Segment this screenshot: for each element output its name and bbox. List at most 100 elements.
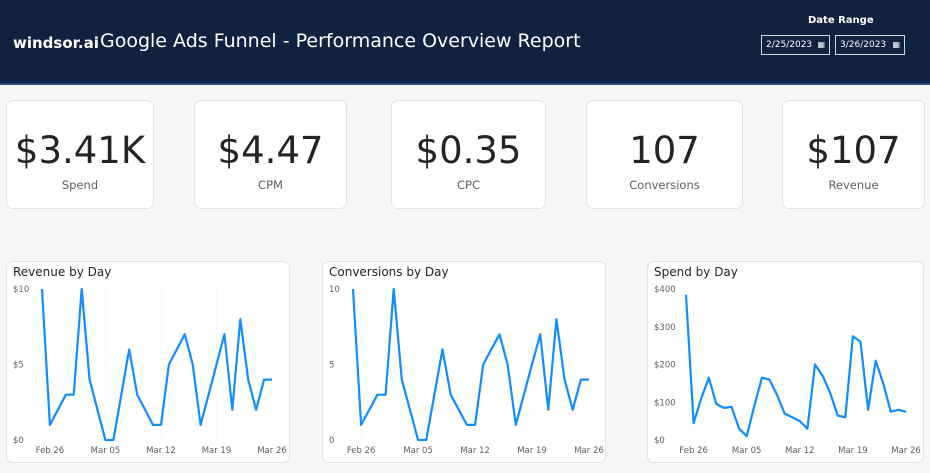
data-point[interactable] (391, 287, 396, 292)
data-point[interactable] (262, 377, 267, 382)
data-point[interactable] (570, 407, 575, 412)
data-point[interactable] (578, 377, 583, 382)
data-point[interactable] (587, 377, 592, 382)
calendar-icon[interactable]: ▦ (817, 40, 825, 49)
data-point[interactable] (489, 347, 494, 352)
data-point[interactable] (896, 407, 901, 412)
data-point[interactable] (367, 407, 372, 412)
data-point[interactable] (47, 422, 52, 427)
data-point[interactable] (79, 287, 84, 292)
data-point[interactable] (87, 377, 92, 382)
data-point[interactable] (214, 362, 219, 367)
data-point[interactable] (775, 392, 780, 397)
data-point[interactable] (383, 392, 388, 397)
data-point[interactable] (721, 405, 726, 410)
series-line[interactable] (351, 287, 589, 442)
data-point[interactable] (143, 407, 148, 412)
data-point[interactable] (554, 317, 559, 322)
data-point[interactable] (456, 407, 461, 412)
data-point[interactable] (182, 332, 187, 337)
data-point[interactable] (538, 332, 543, 337)
data-point[interactable] (71, 392, 76, 397)
data-point[interactable] (744, 434, 749, 439)
data-point[interactable] (270, 377, 275, 382)
data-point[interactable] (166, 362, 171, 367)
data-point[interactable] (40, 287, 45, 292)
data-point[interactable] (174, 347, 179, 352)
data-point[interactable] (513, 422, 518, 427)
data-point[interactable] (158, 422, 163, 427)
data-point[interactable] (562, 377, 567, 382)
data-point[interactable] (684, 292, 689, 297)
revenue-line-chart[interactable]: $0 $5 $10 Feb 26 Mar 05 Mar 12 Mar 19 Mar 26 (7, 262, 291, 464)
data-point[interactable] (432, 392, 437, 397)
data-point[interactable] (858, 339, 863, 344)
data-point[interactable] (530, 362, 535, 367)
data-point[interactable] (797, 419, 802, 424)
data-point[interactable] (706, 375, 711, 380)
data-point[interactable] (497, 332, 502, 337)
data-point[interactable] (416, 438, 421, 443)
data-point[interactable] (790, 415, 795, 420)
calendar-icon[interactable]: ▦ (892, 40, 900, 49)
data-point[interactable] (440, 347, 445, 352)
data-point[interactable] (881, 381, 886, 386)
chart-panel-conversions[interactable]: Conversions by Day 0 5 10 Feb 26 Mar 05 Mar 1… (322, 261, 606, 463)
data-point[interactable] (198, 422, 203, 427)
chart-panel-spend[interactable]: Spend by Day $0 $100 $200 $300 $400 Feb 26 Mar… (647, 261, 924, 463)
data-point[interactable] (767, 377, 772, 382)
data-point[interactable] (850, 334, 855, 339)
data-point[interactable] (190, 362, 195, 367)
conversions-line-chart[interactable]: 0 5 10 Feb 26 Mar 05 Mar 12 Mar 19 Mar 26 (323, 262, 607, 464)
series-line[interactable] (40, 287, 272, 442)
data-point[interactable] (873, 358, 878, 363)
data-point[interactable] (812, 362, 817, 367)
data-point[interactable] (375, 392, 380, 397)
data-point[interactable] (546, 407, 551, 412)
data-point[interactable] (866, 407, 871, 412)
data-point[interactable] (835, 413, 840, 418)
data-point[interactable] (481, 362, 486, 367)
data-point[interactable] (151, 422, 156, 427)
data-point[interactable] (238, 317, 243, 322)
data-point[interactable] (127, 347, 132, 352)
data-point[interactable] (407, 407, 412, 412)
data-point[interactable] (359, 422, 364, 427)
data-point[interactable] (63, 392, 68, 397)
data-point[interactable] (904, 409, 909, 414)
data-point[interactable] (473, 422, 478, 427)
data-point[interactable] (805, 426, 810, 431)
data-point[interactable] (505, 362, 510, 367)
data-point[interactable] (119, 392, 124, 397)
chart-panel-revenue[interactable]: Revenue by Day $0 $5 $10 Feb 26 Mar 05 Mar 12… (6, 261, 290, 463)
data-point[interactable] (843, 415, 848, 420)
data-point[interactable] (699, 396, 704, 401)
data-point[interactable] (782, 411, 787, 416)
data-point[interactable] (246, 377, 251, 382)
data-point[interactable] (691, 421, 696, 426)
data-point[interactable] (828, 390, 833, 395)
data-point[interactable] (222, 332, 227, 337)
data-point[interactable] (254, 407, 259, 412)
data-point[interactable] (351, 287, 356, 292)
data-point[interactable] (103, 438, 108, 443)
date-start-input[interactable]: 2/25/2023 ▦ (761, 35, 830, 55)
data-point[interactable] (714, 402, 719, 407)
data-point[interactable] (464, 422, 469, 427)
data-point[interactable] (888, 409, 893, 414)
data-point[interactable] (95, 407, 100, 412)
date-end-input[interactable]: 3/26/2023 ▦ (835, 35, 905, 55)
data-point[interactable] (759, 375, 764, 380)
data-point[interactable] (135, 392, 140, 397)
spend-line-chart[interactable]: $0 $100 $200 $300 $400 Feb 26 Mar 05 Mar 12 Mar … (648, 262, 925, 464)
data-point[interactable] (521, 392, 526, 397)
data-point[interactable] (230, 407, 235, 412)
data-point[interactable] (737, 426, 742, 431)
data-point[interactable] (424, 438, 429, 443)
data-point[interactable] (752, 404, 757, 409)
series-line[interactable] (684, 294, 907, 438)
data-point[interactable] (448, 392, 453, 397)
data-point[interactable] (729, 404, 734, 409)
data-point[interactable] (206, 392, 211, 397)
data-point[interactable] (399, 377, 404, 382)
